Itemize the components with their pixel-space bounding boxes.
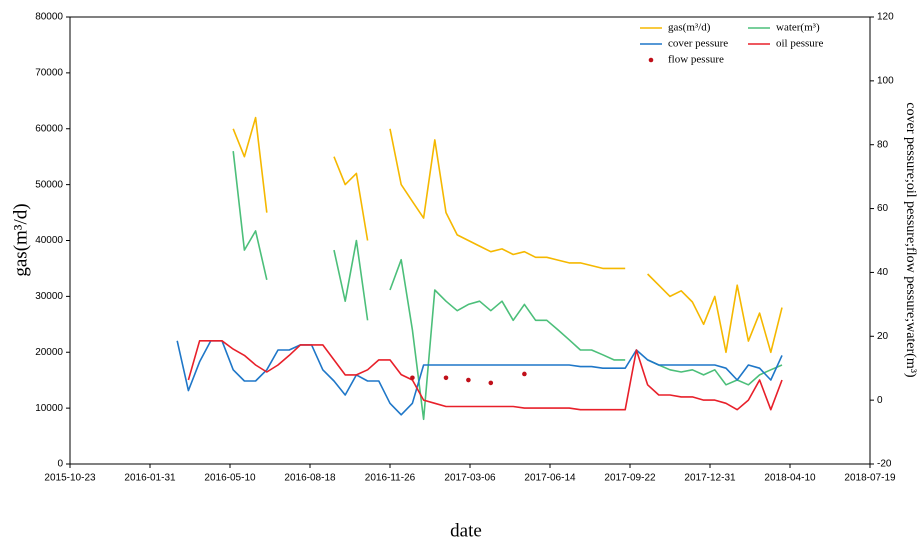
flow-point — [410, 375, 415, 381]
legend-label: cover pessure — [668, 38, 728, 50]
y2-tick-label: 80 — [877, 139, 889, 150]
y2-axis-title: cover pessure;oil pessure;flow pessure;w… — [903, 102, 918, 377]
y-tick-label: 70000 — [35, 68, 63, 79]
series-line — [232, 151, 783, 421]
y-tick-label: 50000 — [35, 179, 63, 190]
y2-tick-label: 20 — [877, 331, 889, 342]
x-tick-label: 2015-10-23 — [44, 473, 96, 484]
y-tick-label: 0 — [57, 459, 63, 470]
x-tick-label: 2018-04-10 — [764, 473, 816, 484]
x-tick-label: 2017-12-31 — [684, 473, 736, 484]
y-tick-label: 60000 — [35, 123, 63, 134]
y2-tick-label: 100 — [877, 75, 894, 86]
y2-tick-label: 40 — [877, 267, 889, 278]
y-tick-label: 40000 — [35, 235, 63, 246]
y-tick-label: 30000 — [35, 291, 63, 302]
x-axis-title: date — [450, 520, 482, 541]
x-tick-label: 2016-11-26 — [365, 473, 416, 484]
flow-point — [443, 375, 449, 381]
series-line — [176, 340, 783, 416]
y-tick-label: 10000 — [35, 403, 63, 414]
series-line — [187, 340, 783, 411]
legend-label: water(m³) — [776, 22, 820, 34]
y-axis-title: gas(m³/d) — [10, 203, 31, 276]
y-tick-label: 80000 — [35, 12, 63, 23]
x-tick-label: 2016-05-10 — [204, 473, 256, 484]
flow-point — [522, 371, 527, 377]
x-tick-label: 2016-08-18 — [284, 473, 336, 484]
flow-point — [488, 380, 494, 386]
flow-point — [466, 377, 471, 383]
x-tick-label: 2017-03-06 — [444, 473, 496, 484]
x-tick-label: 2017-09-22 — [604, 473, 656, 484]
legend-label: flow pessure — [668, 54, 724, 66]
legend-label: gas(m³/d) — [668, 22, 711, 34]
legend-label: oil pessure — [776, 38, 823, 50]
x-tick-label: 2016-01-31 — [124, 473, 176, 484]
y2-tick-label: -20 — [877, 459, 892, 470]
y-tick-label: 20000 — [35, 347, 63, 358]
series-line — [232, 116, 783, 354]
x-tick-label: 2017-06-14 — [524, 473, 576, 484]
legend-marker — [648, 57, 654, 63]
x-tick-label: 2018-07-19 — [844, 473, 896, 484]
y2-tick-label: 60 — [877, 203, 889, 214]
y2-tick-label: 120 — [877, 12, 894, 23]
y2-tick-label: 0 — [877, 395, 883, 406]
